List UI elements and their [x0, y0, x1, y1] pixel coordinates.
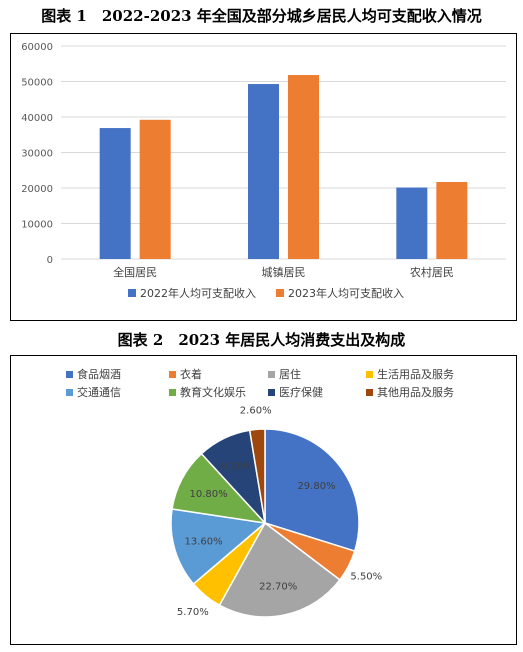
- legend-label: 2023年人均可支配收入: [288, 286, 404, 300]
- legend-swatch: [169, 371, 176, 378]
- bar-2022-1: [248, 84, 279, 259]
- x-tick-label: 全国居民: [113, 265, 157, 279]
- legend-swatch: [66, 371, 73, 378]
- legend-swatch: [366, 389, 373, 396]
- pie-data-label: 5.70%: [177, 607, 209, 618]
- legend-swatch: [169, 389, 176, 396]
- y-tick-label: 60000: [21, 42, 53, 53]
- legend-swatch: [128, 289, 136, 297]
- legend-swatch: [268, 389, 275, 396]
- bar-chart-frame: 0 10000 20000 30000 40000 50000 60000 全国居民 城镇居民…: [10, 33, 517, 321]
- bar-2022-2: [396, 187, 428, 259]
- pie-slice-2: [218, 521, 341, 618]
- pie-data-label: 22.70%: [259, 582, 297, 593]
- legend-label: 居住: [279, 367, 301, 381]
- y-tick-label: 0: [47, 255, 53, 266]
- pie-data-label: 2.60%: [240, 405, 272, 416]
- legend-label: 医疗保健: [279, 385, 323, 399]
- y-tick-label: 50000: [21, 78, 53, 89]
- legend-swatch: [66, 389, 73, 396]
- y-tick-label: 10000: [21, 220, 53, 231]
- bar-2023-1: [288, 75, 319, 259]
- pie-slice-7: [248, 428, 266, 524]
- y-tick-label: 40000: [21, 113, 53, 124]
- y-tick-label: 30000: [21, 149, 53, 160]
- legend-label: 2022年人均可支配收入: [140, 286, 256, 300]
- pie-slice-0: [264, 428, 360, 553]
- bar-2023-2: [436, 181, 468, 259]
- pie-data-label: 29.80%: [297, 481, 335, 492]
- pie-chart-frame: 食品烟酒 衣着 居住 生活用品及服务交通通信 教育文化娱乐 医疗保健 其他用品及服务 29.…: [10, 355, 517, 645]
- pie-data-label: 13.60%: [184, 537, 222, 548]
- legend-swatch: [268, 371, 275, 378]
- bar-2023-0: [139, 119, 171, 260]
- legend-label: 衣着: [180, 367, 202, 381]
- legend-label: 其他用品及服务: [377, 386, 454, 399]
- pie-data-label: 10.80%: [190, 489, 228, 500]
- pie-slice-4: [170, 508, 267, 586]
- legend-label: 教育文化娱乐: [180, 385, 246, 399]
- x-tick-label: 城镇居民: [262, 265, 306, 279]
- bar-2022-0: [99, 128, 131, 259]
- legend-label: 交通通信: [77, 385, 121, 399]
- bar-chart-title: 图表 1 2022-2023 年全国及部分城乡居民人均可支配收入情况: [41, 7, 482, 25]
- x-tick-label: 农村居民: [410, 265, 454, 279]
- pie-chart-title: 图表 2 2023 年居民人均消费支出及构成: [117, 331, 406, 349]
- pie-data-label: 5.50%: [350, 571, 382, 582]
- legend-swatch: [366, 371, 373, 378]
- legend-label: 生活用品及服务: [377, 367, 454, 381]
- legend-swatch: [276, 289, 284, 297]
- y-tick-label: 20000: [21, 184, 53, 195]
- pie-data-label: 9.20%: [221, 462, 253, 473]
- bar-chart: 0 10000 20000 30000 40000 50000 60000 全国居民 城镇居民…: [21, 42, 506, 300]
- legend-label: 食品烟酒: [77, 367, 121, 381]
